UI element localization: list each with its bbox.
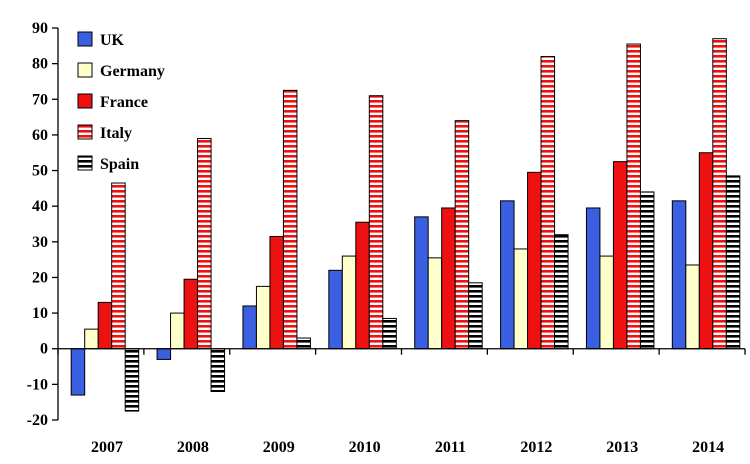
bar-france-2007 bbox=[97, 301, 113, 350]
bar-france-2008 bbox=[183, 278, 199, 350]
y-tick-label: 80 bbox=[32, 56, 48, 73]
legend-label-italy: Italy bbox=[100, 125, 132, 142]
y-tick-label: 40 bbox=[32, 198, 48, 215]
bar-france-2010 bbox=[355, 221, 370, 350]
y-tick-label: -20 bbox=[27, 412, 48, 429]
legend-swatch-germany bbox=[77, 62, 93, 78]
bar-italy-2012 bbox=[540, 56, 556, 350]
bar-germany-2014 bbox=[685, 264, 700, 350]
bar-uk-2008 bbox=[156, 348, 172, 360]
axes-layer: -20 -10 0 10 20 30 40 50 60 70 80 90 2007 2008 2009 201… bbox=[27, 20, 746, 456]
bar-italy-2010 bbox=[368, 95, 384, 350]
bar-france-2011 bbox=[441, 207, 456, 350]
bar-germany-2013 bbox=[599, 255, 614, 350]
bar-france-2013 bbox=[612, 161, 628, 350]
bar-uk-2014 bbox=[671, 200, 687, 350]
y-tick-label: 10 bbox=[32, 305, 48, 322]
legend-label-spain: Spain bbox=[100, 156, 139, 173]
x-tick-label: 2010 bbox=[349, 439, 381, 456]
bar-germany-2007 bbox=[84, 328, 99, 350]
y-tick-label: 70 bbox=[32, 91, 48, 108]
bar-spain-2008 bbox=[210, 348, 226, 392]
x-tick-label: 2011 bbox=[435, 439, 466, 456]
bar-italy-2013 bbox=[626, 43, 641, 350]
legend: UK Germany France Italy Spain bbox=[77, 31, 165, 173]
bar-germany-2011 bbox=[427, 257, 443, 350]
bar-spain-2013 bbox=[639, 191, 655, 350]
bar-uk-2007 bbox=[70, 348, 86, 396]
bar-uk-2013 bbox=[585, 207, 601, 350]
legend-label-germany: Germany bbox=[100, 63, 165, 80]
x-tick-label: 2012 bbox=[520, 439, 552, 456]
bar-uk-2009 bbox=[242, 305, 257, 350]
bar-spain-2014 bbox=[725, 175, 741, 350]
legend-swatch-italy bbox=[77, 124, 93, 140]
x-tick-label: 2008 bbox=[177, 439, 209, 456]
bar-spain-2012 bbox=[554, 234, 569, 350]
bar-uk-2012 bbox=[500, 200, 515, 350]
bar-spain-2011 bbox=[468, 282, 483, 350]
bars-layer bbox=[70, 38, 741, 412]
bar-uk-2010 bbox=[328, 269, 343, 350]
x-tick-label: 2007 bbox=[91, 439, 123, 456]
legend-swatch-spain bbox=[77, 155, 93, 171]
y-tick-label: 30 bbox=[32, 234, 48, 251]
bar-italy-2007 bbox=[111, 182, 126, 350]
bar-france-2009 bbox=[269, 235, 284, 350]
legend-swatch-france bbox=[77, 93, 93, 109]
bar-germany-2012 bbox=[513, 248, 529, 350]
bar-germany-2009 bbox=[255, 285, 271, 350]
legend-label-uk: UK bbox=[100, 32, 125, 49]
bar-france-2012 bbox=[527, 171, 542, 350]
bar-italy-2009 bbox=[282, 89, 298, 350]
y-tick-label: -10 bbox=[27, 376, 48, 393]
bar-uk-2011 bbox=[414, 216, 429, 350]
bar-france-2014 bbox=[698, 152, 714, 350]
bar-germany-2008 bbox=[170, 312, 185, 350]
y-tick-label: 20 bbox=[32, 269, 48, 286]
x-tick-label: 2014 bbox=[692, 439, 724, 456]
bar-italy-2011 bbox=[454, 120, 470, 350]
bar-germany-2010 bbox=[341, 255, 357, 350]
bar-italy-2008 bbox=[197, 137, 212, 350]
legend-label-france: France bbox=[100, 94, 148, 111]
bar-spain-2009 bbox=[296, 337, 311, 350]
y-tick-label: 90 bbox=[32, 20, 48, 37]
legend-swatch-uk bbox=[77, 31, 93, 47]
y-tick-label: 50 bbox=[32, 163, 48, 180]
y-tick-label: 0 bbox=[40, 341, 48, 358]
x-tick-label: 2009 bbox=[263, 439, 295, 456]
bar-italy-2014 bbox=[712, 38, 727, 350]
y-tick-label: 60 bbox=[32, 127, 48, 144]
bar-spain-2007 bbox=[124, 348, 140, 412]
bar-spain-2010 bbox=[382, 317, 397, 350]
x-tick-label: 2013 bbox=[606, 439, 638, 456]
